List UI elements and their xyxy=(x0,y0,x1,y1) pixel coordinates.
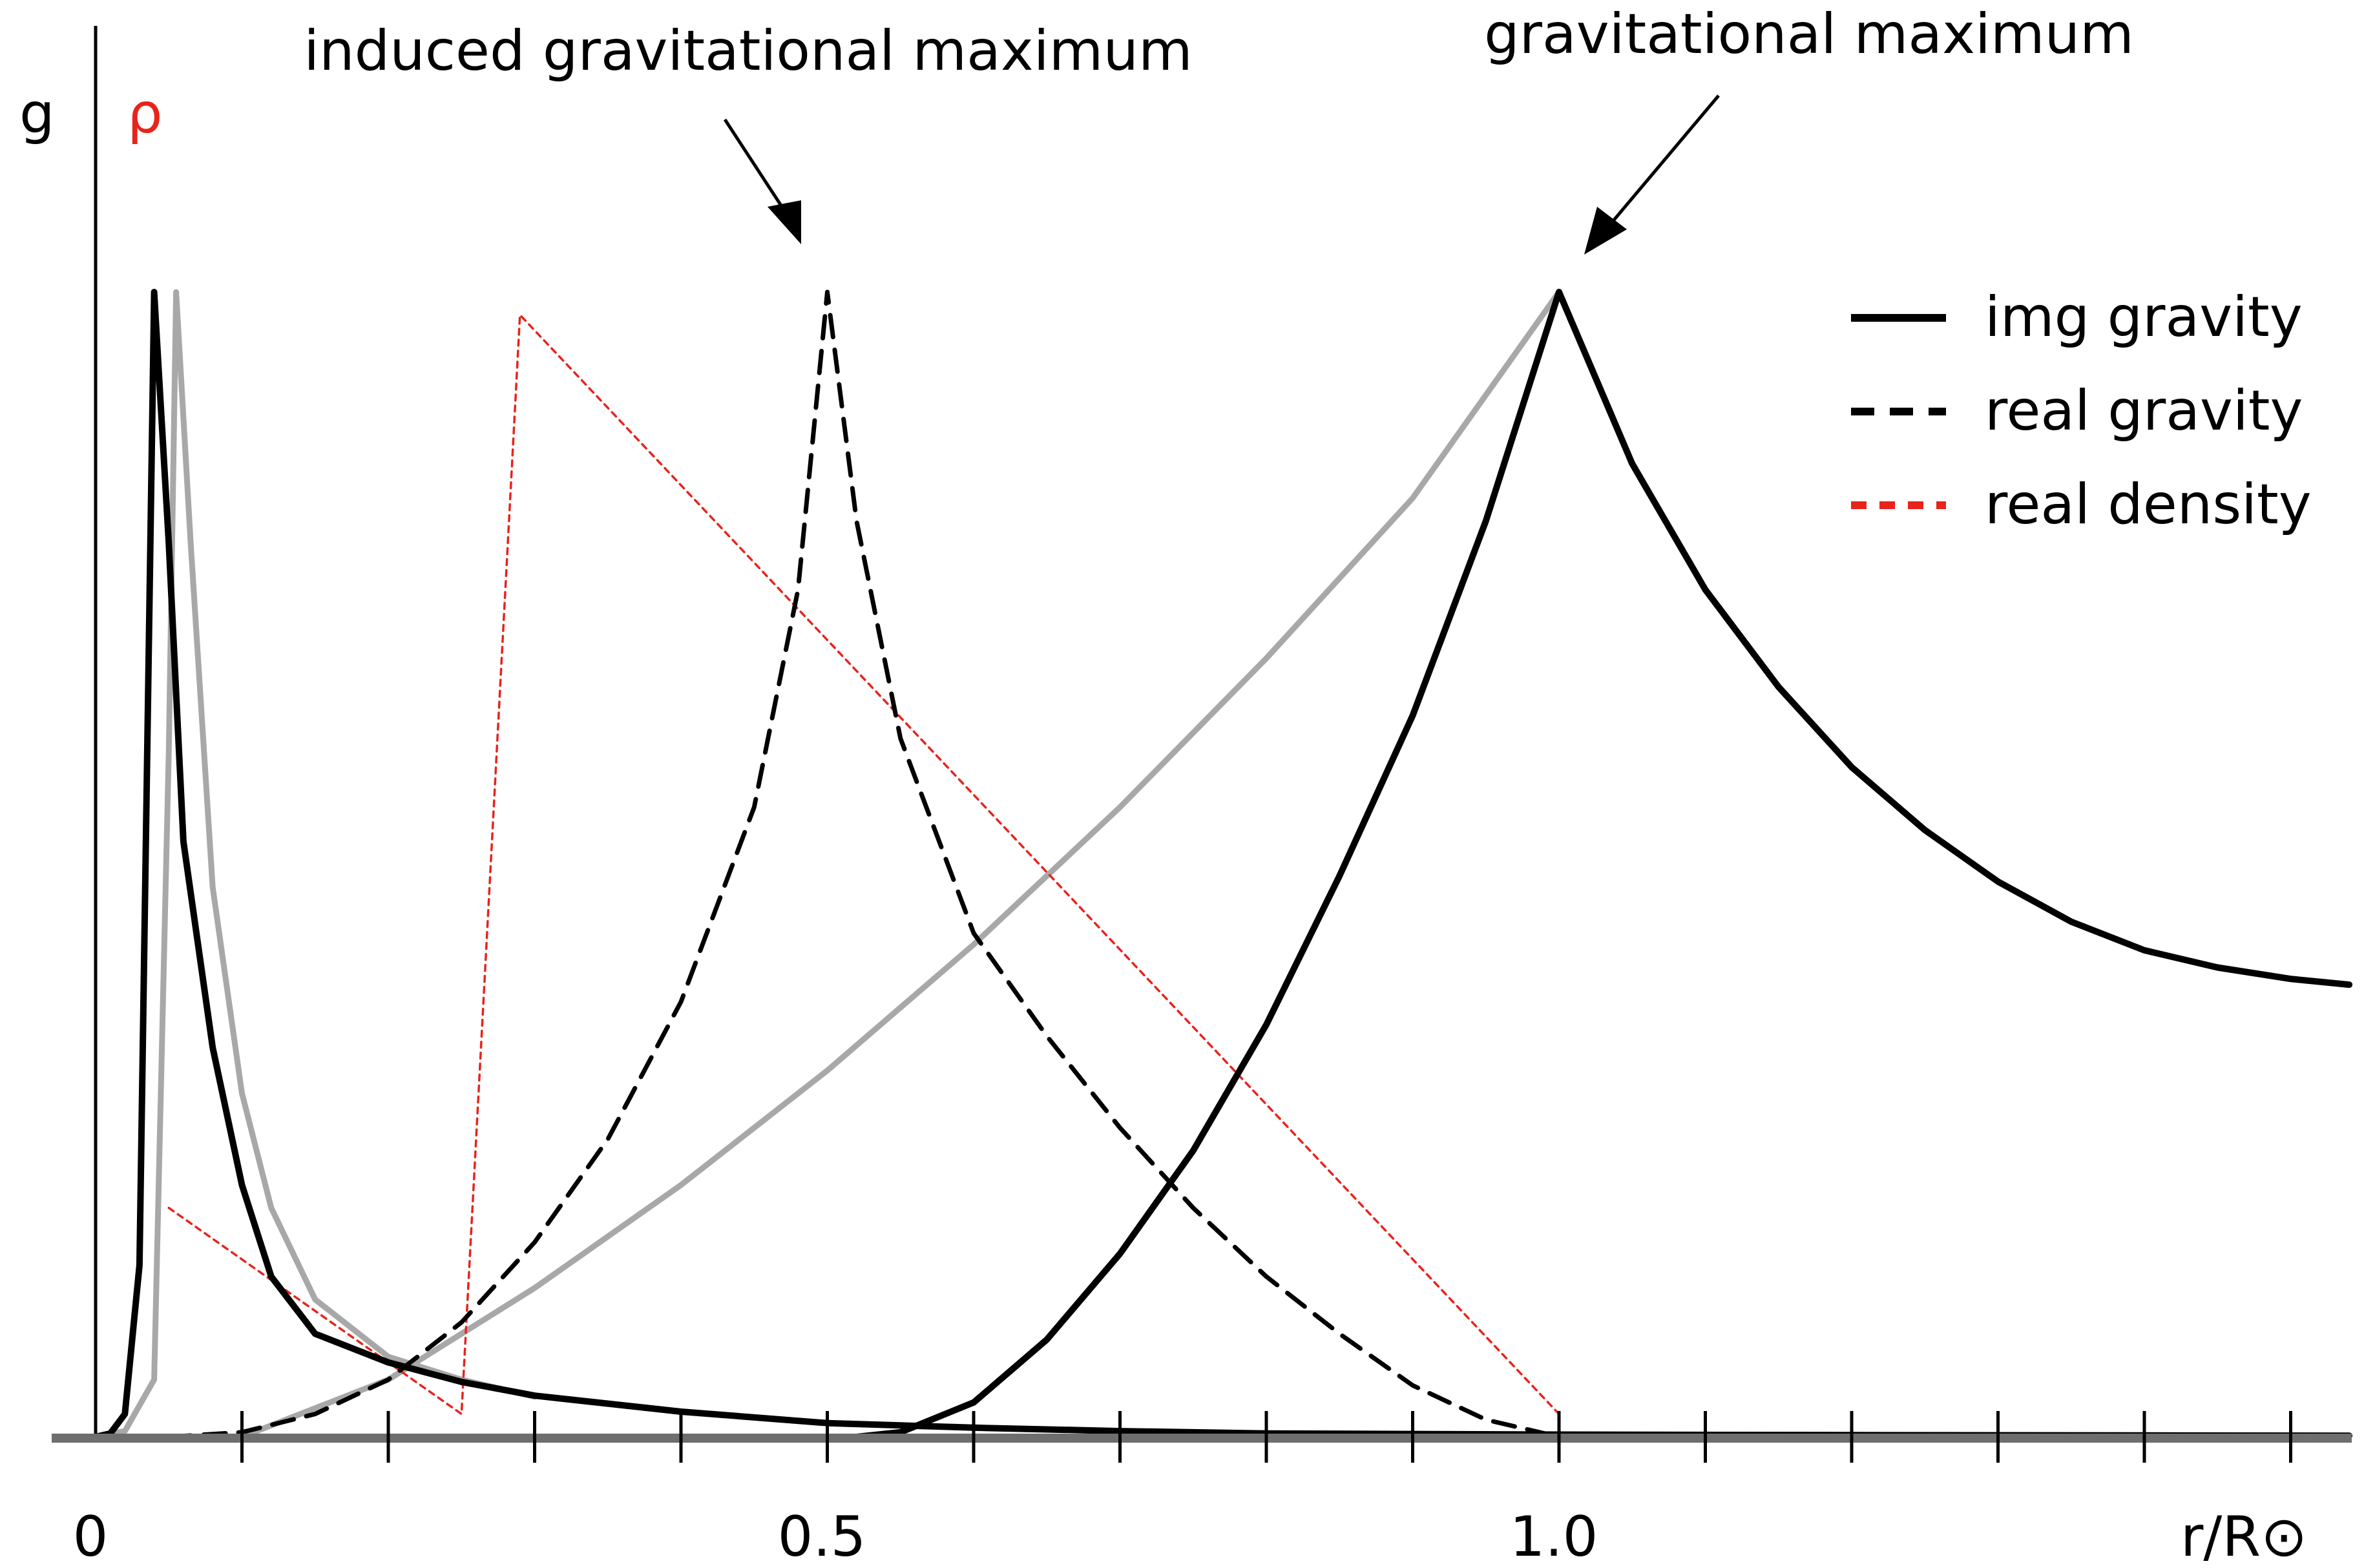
series-img-gravity-exterior-branch xyxy=(853,289,2353,1440)
annotation-arrow-grav xyxy=(1584,94,1720,255)
y-axis-label-rho: ρ xyxy=(127,81,163,146)
legend-item-real-gravity: real gravity xyxy=(1851,379,2303,443)
legend: img gravity real gravity real density xyxy=(1851,285,2312,537)
series-real-gravity xyxy=(166,289,1562,1439)
y-axis-label-g: g xyxy=(19,81,55,146)
legend-item-real-density: real density xyxy=(1851,472,2312,537)
x-axis-label: r/R⊙ xyxy=(2181,1505,2307,1568)
x-tick-label-0: 0 xyxy=(73,1505,109,1568)
x-tick-label-1-0: 1.0 xyxy=(1510,1505,1598,1568)
annotation-grav-max: gravitational maximum xyxy=(1484,2,2134,67)
legend-item-img-gravity: img gravity xyxy=(1851,285,2303,350)
series-gray-curve-envelope xyxy=(239,289,1562,1440)
plot-curves xyxy=(92,289,2353,1440)
legend-label-real-gravity: real gravity xyxy=(1985,379,2303,443)
annotation-arrow-induced xyxy=(723,118,801,244)
legend-label-real-density: real density xyxy=(1985,472,2312,537)
annotation-induced-max: induced gravitational maximum xyxy=(304,19,1192,83)
series-gray-curve-core xyxy=(92,289,538,1440)
legend-label-img-gravity: img gravity xyxy=(1985,285,2303,350)
axes xyxy=(52,26,2352,1463)
x-tick-label-0-5: 0.5 xyxy=(778,1505,866,1568)
series-img-gravity xyxy=(92,289,2353,1440)
series-real-density xyxy=(167,313,1560,1416)
x-axis-ticks xyxy=(240,1411,2292,1463)
